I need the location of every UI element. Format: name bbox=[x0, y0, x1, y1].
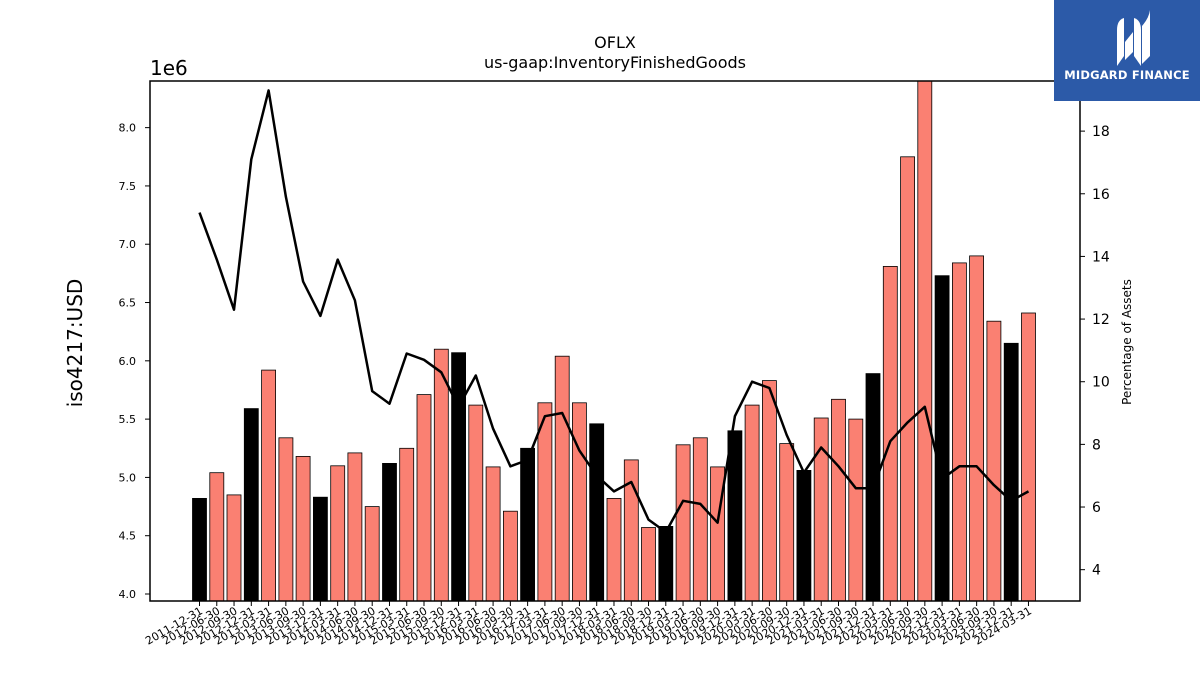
bar-2023-03-31 bbox=[952, 262, 967, 602]
bar-2021-03-31 bbox=[813, 417, 829, 602]
bar-2013-12-31 bbox=[312, 496, 328, 602]
bar-2022-06-30 bbox=[900, 156, 915, 602]
bar-2021-06-30 bbox=[831, 398, 846, 602]
y2-tick-label: 4 bbox=[1092, 563, 1101, 579]
y-offset-text: 1e6 bbox=[150, 56, 188, 80]
y2-tick-label: 14 bbox=[1092, 249, 1110, 265]
bars-group bbox=[192, 80, 1036, 602]
bar-2015-09-30 bbox=[433, 348, 449, 602]
bar-2022-09-30 bbox=[917, 80, 933, 602]
bar-2014-12-31 bbox=[382, 462, 397, 602]
y-tick-label: 6.0 bbox=[119, 355, 137, 368]
brand-name: MIDGARD FINANCE bbox=[1064, 68, 1190, 82]
bar-2013-03-31 bbox=[261, 369, 277, 602]
y-tick-label: 8.0 bbox=[119, 122, 137, 135]
bar-2019-03-31 bbox=[675, 444, 691, 602]
bar-2023-06-30 bbox=[969, 255, 984, 602]
bar-2014-06-30 bbox=[347, 452, 363, 602]
plot-frame bbox=[149, 80, 1081, 602]
y-tick-label: 5.5 bbox=[119, 413, 137, 426]
bar-2017-06-30 bbox=[554, 355, 570, 602]
bar-2019-06-30 bbox=[692, 437, 708, 602]
y2-tick-label: 12 bbox=[1092, 312, 1110, 328]
bar-2020-12-31 bbox=[796, 469, 812, 602]
chart-title: OFLX bbox=[594, 33, 636, 52]
y-tick-label: 5.0 bbox=[119, 471, 137, 484]
y2-tick-label: 8 bbox=[1092, 437, 1101, 453]
bar-2012-09-30 bbox=[226, 494, 242, 602]
bar-2011-12-31 bbox=[192, 497, 207, 602]
bar-2023-09-30 bbox=[986, 320, 1002, 602]
bar-2014-09-30 bbox=[364, 506, 380, 602]
bar-2018-03-31 bbox=[606, 497, 622, 602]
bar-2015-12-31 bbox=[451, 352, 467, 602]
bar-2018-09-30 bbox=[641, 527, 656, 602]
bar-2014-03-31 bbox=[330, 465, 346, 602]
bar-2013-09-30 bbox=[295, 455, 311, 602]
y2-tick-label: 16 bbox=[1092, 187, 1110, 203]
midgard-m-logo-icon bbox=[1117, 10, 1150, 66]
y2-tick-label: 10 bbox=[1092, 375, 1110, 391]
y-tick-label: 4.5 bbox=[119, 530, 137, 543]
bar-2015-06-30 bbox=[416, 394, 432, 602]
bar-2017-09-30 bbox=[572, 402, 587, 602]
y-tick-label: 6.5 bbox=[119, 297, 137, 310]
bar-2024-03-31 bbox=[1021, 312, 1036, 602]
bar-2023-12-31 bbox=[1003, 342, 1019, 602]
y2-tick-label: 18 bbox=[1092, 124, 1110, 140]
bar-2022-03-31 bbox=[882, 265, 898, 602]
axes-group: 4.0 4.5 5.0 5.5 6.0 6.5 7.0 7.5 8.0 4 6 8 10 12 14 16 18… bbox=[119, 80, 1110, 648]
bar-2020-03-31 bbox=[744, 404, 760, 602]
bar-2020-06-30 bbox=[762, 380, 777, 602]
bar-2017-03-31 bbox=[537, 402, 553, 602]
bar-2015-03-31 bbox=[399, 447, 415, 602]
bar-2016-03-31 bbox=[468, 404, 484, 602]
bar-2016-09-30 bbox=[502, 510, 518, 602]
line-group bbox=[198, 89, 1030, 534]
bar-2013-06-30 bbox=[278, 437, 294, 602]
bar-2012-12-31 bbox=[243, 408, 259, 602]
y2-tick-label: 6 bbox=[1092, 500, 1101, 516]
y-tick-label: 4.0 bbox=[119, 588, 137, 601]
percentage-of-assets-line bbox=[198, 89, 1030, 534]
bar-2021-09-30 bbox=[848, 418, 864, 602]
bar-2016-12-31 bbox=[520, 447, 535, 602]
y-axis-label: iso4217:USD bbox=[63, 279, 87, 408]
bar-2019-12-31 bbox=[727, 430, 743, 602]
bar-2017-12-31 bbox=[589, 423, 605, 602]
bar-2012-06-30 bbox=[209, 472, 225, 602]
y2-axis-label: Percentage of Assets bbox=[1120, 279, 1134, 405]
bar-2018-12-31 bbox=[658, 526, 674, 602]
chart-subtitle: us-gaap:InventoryFinishedGoods bbox=[484, 53, 746, 72]
bar-2022-12-31 bbox=[934, 275, 950, 602]
y-tick-label: 7.0 bbox=[119, 238, 137, 251]
brand-logo: MIDGARD FINANCE bbox=[1054, 0, 1200, 101]
bar-2020-09-30 bbox=[779, 443, 795, 602]
y-tick-label: 7.5 bbox=[119, 180, 137, 193]
bar-2016-06-30 bbox=[485, 466, 501, 602]
